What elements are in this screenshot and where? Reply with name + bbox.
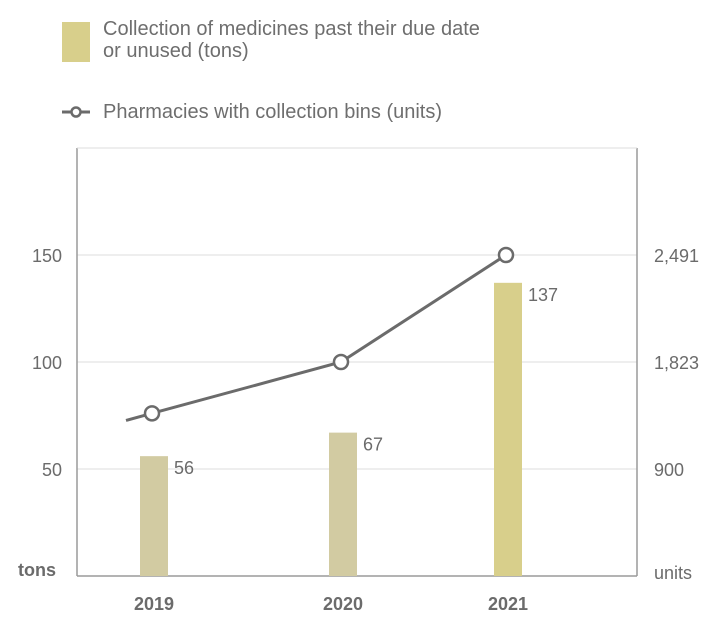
bar-data-label: 56 (174, 458, 194, 478)
legend-line-label: Pharmacies with collection bins (units) (103, 101, 443, 123)
left-tick-label: 150 (32, 246, 62, 266)
right-axis-ticks: 900 1,823 2,491 (654, 246, 699, 480)
legend-bar-label-line1: Collection of medicines past their due d… (103, 18, 480, 40)
bar (494, 282, 522, 576)
right-tick-label: 2,491 (654, 246, 699, 266)
legend-item-line[interactable]: Pharmacies with collection bins (units) (62, 101, 442, 123)
x-category-label: 2021 (488, 594, 528, 614)
legend-bar-swatch (62, 22, 90, 62)
legend-line-marker-icon (62, 106, 90, 118)
left-tick-label: 100 (32, 353, 62, 373)
bar-data-labels: 56 67 137 (174, 285, 558, 478)
line-series (125, 246, 515, 422)
legend-bar-label-line2: or unused (tons) (103, 40, 249, 62)
left-tick-label: 50 (42, 460, 62, 480)
bar (140, 456, 168, 576)
series-line (125, 253, 507, 422)
right-tick-label: 900 (654, 460, 684, 480)
legend-bar-label: Collection of medicines past their due d… (103, 18, 480, 62)
line-point-marker (143, 405, 161, 422)
bar (329, 432, 357, 576)
x-category-label: 2020 (323, 594, 363, 614)
bar-data-label: 137 (528, 285, 558, 305)
bar-data-label: 67 (363, 435, 383, 455)
left-axis-ticks: 50 100 150 (32, 246, 62, 480)
category-labels: 2019 2020 2021 (134, 594, 528, 614)
right-tick-label: 1,823 (654, 353, 699, 373)
bars (140, 282, 522, 576)
line-point-marker (332, 353, 350, 371)
line-point-marker (497, 246, 515, 264)
legend-item-bars[interactable]: Collection of medicines past their due d… (62, 18, 480, 62)
right-axis-unit-label: units (654, 563, 692, 583)
left-axis-unit-label: tons (18, 560, 56, 580)
x-category-label: 2019 (134, 594, 174, 614)
